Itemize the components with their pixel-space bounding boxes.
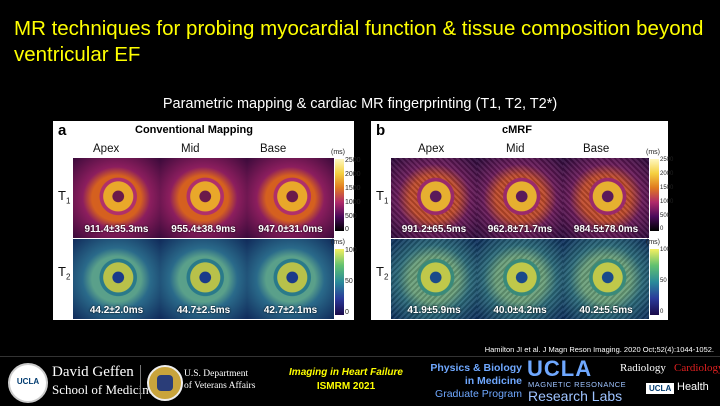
t1-tick: 2500 (660, 157, 674, 163)
t1-scale-unit: (ms) (646, 149, 660, 156)
health-label: Health (677, 381, 709, 393)
va-seal-logo (147, 365, 183, 401)
t1-tick: 0 (345, 226, 349, 233)
mr-labs-line2: Research Labs (528, 388, 623, 404)
panel-label: b (376, 122, 386, 139)
ucla-seal-text: UCLA (16, 377, 40, 386)
slide-subtitle: Parametric mapping & cardiac MR fingerpr… (162, 96, 558, 112)
event-title: Imaging in Heart Failure (289, 367, 403, 378)
divider (140, 365, 141, 399)
citation: Hamilton JI et al. J Magn Reson Imaging.… (484, 345, 714, 354)
school-name-line2: School of Medicine (52, 382, 155, 397)
t1-map-base: 947.0±31.0ms (247, 158, 334, 238)
row-label-t1: T1 (58, 188, 71, 206)
t1-tick: 1500 (345, 185, 361, 192)
t1-tick: 500 (345, 213, 357, 220)
t1-scale-unit: (ms) (331, 149, 345, 156)
t1-tick: 0 (660, 226, 664, 232)
school-name-line1: David Geffen (52, 364, 134, 380)
t1-colorbar (335, 159, 344, 231)
row-label-t2: T2 (376, 264, 389, 282)
t2-colorbar (335, 249, 344, 315)
row-label-t1: T1 (376, 188, 389, 206)
column-header-mid: Mid (181, 143, 200, 155)
t2-tick: 0 (345, 309, 349, 316)
panel-label: a (58, 122, 67, 139)
t2-map-mid: 40.0±4.2ms (477, 239, 563, 319)
t1-tick: 2500 (345, 157, 361, 164)
column-header-mid: Mid (506, 143, 525, 155)
t2-map-base: 40.2±5.5ms (563, 239, 649, 319)
t2-colorbar (650, 249, 659, 315)
t2-tick: 100 (345, 247, 357, 254)
t2-tick: 50 (660, 278, 667, 284)
cardiology-label: Cardiology (674, 362, 720, 374)
va-line2: of Veterans Affairs (184, 381, 256, 391)
t1-tick: 2000 (345, 171, 361, 178)
column-header-apex: Apex (418, 143, 445, 155)
physics-line2: in Medicine (464, 375, 522, 387)
mr-labs-line1: MAGNETIC RESONANCE (528, 380, 627, 389)
t1-tick: 500 (660, 213, 671, 219)
t1-map-mid: 955.4±38.9ms (160, 158, 247, 238)
t1-tick: 1500 (660, 185, 674, 191)
t2-tick: 100 (660, 247, 671, 253)
t2-map-apex: 41.9±5.9ms (391, 239, 477, 319)
panel-title: Conventional Mapping (135, 124, 253, 136)
footer-bar: UCLA David Geffen School of Medicine U.S… (0, 356, 720, 406)
va-line1: U.S. Department (184, 369, 249, 379)
cmrf-panel: b cMRF Apex Mid Base T1 T2 991.2±65.5ms … (371, 121, 673, 320)
t1-map-apex: 911.4±35.3ms (73, 158, 160, 238)
ucla-wordmark: UCLA (527, 356, 593, 381)
event-subtitle: ISMRM 2021 (316, 381, 376, 392)
column-header-base: Base (260, 143, 287, 155)
row-label-t2: T2 (58, 264, 71, 282)
radiology-label: Radiology (620, 362, 666, 374)
t2-tick: 50 (345, 278, 353, 285)
slide-title: MR techniques for probing myocardial fun… (14, 17, 704, 66)
physics-line3: Graduate Program (435, 388, 522, 400)
t1-tick: 1000 (660, 199, 674, 205)
ucla-health-badge: UCLA (646, 383, 675, 394)
physics-line1: Physics & Biology (430, 362, 522, 374)
t2-map-apex: 44.2±2.0ms (73, 239, 160, 319)
t2-tick: 0 (660, 309, 664, 315)
conventional-mapping-panel: a Conventional Mapping Apex Mid Base T1 … (53, 121, 361, 320)
t1-tick: 1000 (345, 199, 361, 206)
t1-map-apex: 991.2±65.5ms (391, 158, 477, 238)
t1-colorbar (650, 159, 659, 231)
t2-map-mid: 44.7±2.5ms (160, 239, 247, 319)
t2-scale-unit: (ms) (331, 239, 345, 246)
panel-title: cMRF (502, 124, 532, 136)
t1-tick: 2000 (660, 171, 674, 177)
t1-map-base: 984.5±78.0ms (563, 158, 649, 238)
t1-map-mid: 962.8±71.7ms (477, 158, 563, 238)
ucla-seal-logo: UCLA (8, 363, 48, 403)
t2-map-base: 42.7±2.1ms (247, 239, 334, 319)
column-header-base: Base (583, 143, 610, 155)
column-header-apex: Apex (93, 143, 120, 155)
eagle-icon (157, 375, 173, 391)
t2-scale-unit: (ms) (646, 239, 660, 246)
